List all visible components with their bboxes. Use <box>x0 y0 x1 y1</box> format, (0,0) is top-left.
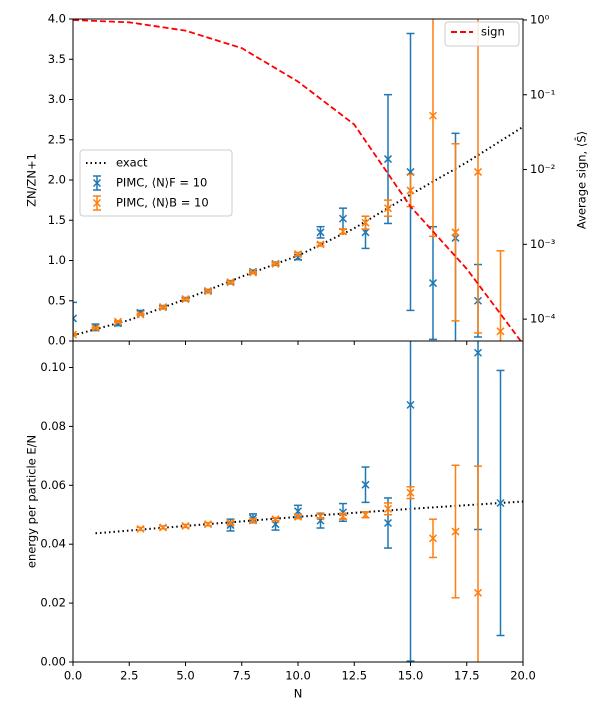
marker <box>181 295 190 304</box>
x-tick-label: 2.5 <box>120 669 138 683</box>
x-tick-label: 15.0 <box>398 669 424 683</box>
legend-box <box>79 149 233 217</box>
marker <box>316 228 325 237</box>
marker <box>248 514 258 523</box>
marker <box>451 228 460 237</box>
legend-box <box>444 21 520 47</box>
marker <box>158 523 168 532</box>
marker <box>158 303 168 312</box>
marker <box>361 510 370 519</box>
y-tick-label: 0.00 <box>40 655 66 669</box>
legend-label: PIMC, ⟨N⟩F = 10 <box>116 176 207 190</box>
marker <box>428 111 438 120</box>
x-tick-label: 12.5 <box>341 669 367 683</box>
y-tick-label: 3.0 <box>48 92 66 106</box>
legend-label: PIMC, ⟨N⟩B = 10 <box>116 196 209 210</box>
x-tick-label: 0.0 <box>64 669 82 683</box>
y-tick-label: 0.06 <box>40 478 66 492</box>
y-tick-label: 0.5 <box>48 293 66 307</box>
marker <box>73 314 78 323</box>
y-axis-label: ZN/ZN+1 <box>25 153 39 207</box>
marker <box>361 218 370 227</box>
marker <box>91 324 100 333</box>
y-tick-label: 0.08 <box>40 419 66 433</box>
marker <box>248 268 258 277</box>
line <box>73 19 522 341</box>
x-tick-label: 5.0 <box>176 669 194 683</box>
y-tick-label: 1.0 <box>48 253 66 267</box>
marker <box>136 524 145 533</box>
legend-label: exact <box>116 156 148 170</box>
marker <box>406 400 415 409</box>
marker <box>361 480 370 489</box>
marker <box>383 504 393 513</box>
marker <box>293 250 303 259</box>
legend-swatch <box>92 198 102 208</box>
marker <box>338 227 348 236</box>
marker <box>293 512 303 521</box>
legend-swatch <box>92 178 102 188</box>
x-tick-label: 10.0 <box>285 669 311 683</box>
marker <box>73 330 78 339</box>
y2-axis-label: Average sign, ⟨Ŝ⟩ <box>574 131 589 229</box>
y-tick-label: 2.5 <box>48 132 66 146</box>
marker <box>226 518 235 528</box>
marker <box>451 527 460 536</box>
marker <box>338 512 348 521</box>
x-axis-label: N <box>294 687 303 701</box>
y-tick-label: 0.10 <box>40 360 66 374</box>
y2-tick-label: 10⁻³ <box>530 237 556 251</box>
marker <box>338 214 348 223</box>
marker <box>383 155 393 164</box>
marker <box>316 512 325 521</box>
marker <box>203 520 213 529</box>
x-tick-label: 7.5 <box>233 669 251 683</box>
marker <box>361 228 370 237</box>
y-tick-label: 0.02 <box>40 596 66 610</box>
marker <box>428 279 438 288</box>
marker <box>496 327 505 336</box>
plot-area <box>73 19 523 341</box>
marker <box>271 259 280 268</box>
y-axis-label: energy per particle E/N <box>25 435 39 568</box>
y2-tick-label: 10⁻¹ <box>530 87 555 101</box>
y2-tick-label: 10⁰ <box>530 12 550 26</box>
marker <box>496 498 505 508</box>
marker <box>473 167 483 176</box>
axes-frame <box>72 340 524 663</box>
plot-area <box>95 341 523 662</box>
marker <box>473 348 483 357</box>
y-tick-label: 1.5 <box>48 213 66 227</box>
y-tick-label: 2.0 <box>48 173 66 187</box>
y-tick-label: 0.04 <box>40 537 66 551</box>
marker <box>473 588 483 597</box>
marker <box>316 240 325 249</box>
marker <box>113 317 123 326</box>
y2-tick-label: 10⁻² <box>530 162 555 176</box>
marker <box>383 204 393 213</box>
marker <box>181 521 190 530</box>
y-tick-label: 3.5 <box>48 52 66 66</box>
marker <box>226 278 235 287</box>
marker <box>203 287 213 296</box>
marker <box>271 515 280 524</box>
marker <box>248 516 258 525</box>
y-tick-label: 4.0 <box>48 12 66 26</box>
marker <box>136 310 145 319</box>
x-tick-label: 20.0 <box>510 669 536 683</box>
y-tick-label: 0.0 <box>48 334 66 348</box>
marker <box>428 534 438 543</box>
x-tick-label: 17.5 <box>454 669 480 683</box>
marker <box>383 518 393 528</box>
marker <box>406 186 415 195</box>
y2-tick-label: 10⁻⁴ <box>530 312 556 326</box>
legend-label: sign <box>481 25 505 39</box>
marker <box>406 488 415 497</box>
